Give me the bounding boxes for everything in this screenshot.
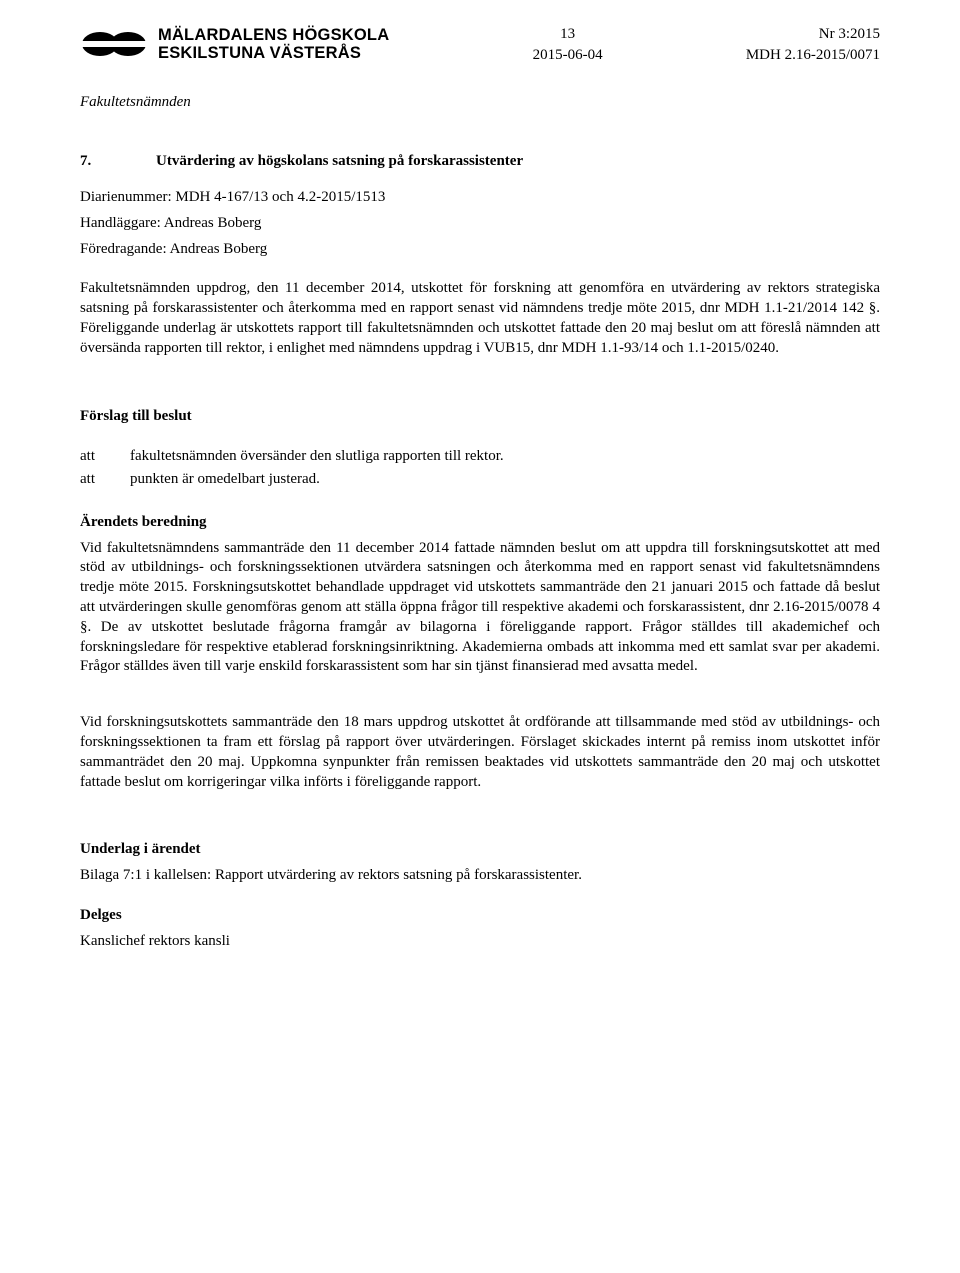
section-number: 7. bbox=[80, 153, 116, 170]
forslag-prefix-0: att bbox=[80, 446, 130, 466]
handlaggare-value: Andreas Boberg bbox=[164, 215, 262, 231]
logo-block: MÄLARDALENS HÖGSKOLA ESKILSTUNA VÄSTERÅS bbox=[80, 24, 389, 64]
logo-icon bbox=[80, 24, 148, 64]
forslag-text-1: punkten är omedelbart justerad. bbox=[130, 469, 880, 489]
handlaggare-line: Handläggare: Andreas Boberg bbox=[80, 214, 880, 234]
header-center: 13 2015-06-04 bbox=[533, 24, 603, 66]
delges-heading: Delges bbox=[80, 906, 880, 926]
page-number: 13 bbox=[533, 24, 603, 45]
forslag-text-0: fakultetsnämnden översänder den slutliga… bbox=[130, 446, 880, 466]
header-row: MÄLARDALENS HÖGSKOLA ESKILSTUNA VÄSTERÅS… bbox=[80, 24, 880, 66]
doc-ref: MDH 2.16-2015/0071 bbox=[746, 45, 880, 66]
spacer bbox=[80, 697, 880, 713]
forslag-prefix-1: att bbox=[80, 469, 130, 489]
delges-text: Kanslichef rektors kansli bbox=[80, 932, 880, 952]
logo-line2: ESKILSTUNA VÄSTERÅS bbox=[158, 44, 389, 62]
spacer bbox=[80, 379, 880, 407]
section-title: Utvärdering av högskolans satsning på fo… bbox=[156, 153, 523, 170]
logo-line1: MÄLARDALENS HÖGSKOLA bbox=[158, 26, 389, 44]
diarie-value: MDH 4-167/13 och 4.2-2015/1513 bbox=[175, 189, 385, 205]
section-title-row: 7. Utvärdering av högskolans satsning på… bbox=[80, 153, 880, 170]
logo-text: MÄLARDALENS HÖGSKOLA ESKILSTUNA VÄSTERÅS bbox=[158, 26, 389, 62]
forslag-grid: att fakultetsnämnden översänder den slut… bbox=[80, 446, 880, 489]
header-date: 2015-06-04 bbox=[533, 45, 603, 66]
main-paragraph: Fakultetsnämnden uppdrog, den 11 decembe… bbox=[80, 279, 880, 358]
subhead: Fakultetsnämnden bbox=[80, 94, 880, 111]
underlag-text: Bilaga 7:1 i kallelsen: Rapport utvärder… bbox=[80, 866, 880, 886]
beredning-para2: Vid forskningsutskottets sammanträde den… bbox=[80, 713, 880, 792]
diarie-label: Diarienummer: bbox=[80, 189, 172, 205]
handlaggare-label: Handläggare: bbox=[80, 215, 161, 231]
beredning-para1: Vid fakultetsnämndens sammanträde den 11… bbox=[80, 539, 880, 678]
spacer bbox=[80, 812, 880, 840]
diarie-line: Diarienummer: MDH 4-167/13 och 4.2-2015/… bbox=[80, 188, 880, 208]
beredning-heading: Ärendets beredning bbox=[80, 513, 880, 533]
forslag-heading: Förslag till beslut bbox=[80, 407, 880, 427]
doc-nr: Nr 3:2015 bbox=[746, 24, 880, 45]
page: MÄLARDALENS HÖGSKOLA ESKILSTUNA VÄSTERÅS… bbox=[0, 0, 960, 1273]
foredragande-label: Föredragande: bbox=[80, 241, 167, 257]
underlag-heading: Underlag i ärendet bbox=[80, 840, 880, 860]
foredragande-value: Andreas Boberg bbox=[170, 241, 268, 257]
foredragande-line: Föredragande: Andreas Boberg bbox=[80, 240, 880, 260]
header-right: Nr 3:2015 MDH 2.16-2015/0071 bbox=[746, 24, 880, 66]
